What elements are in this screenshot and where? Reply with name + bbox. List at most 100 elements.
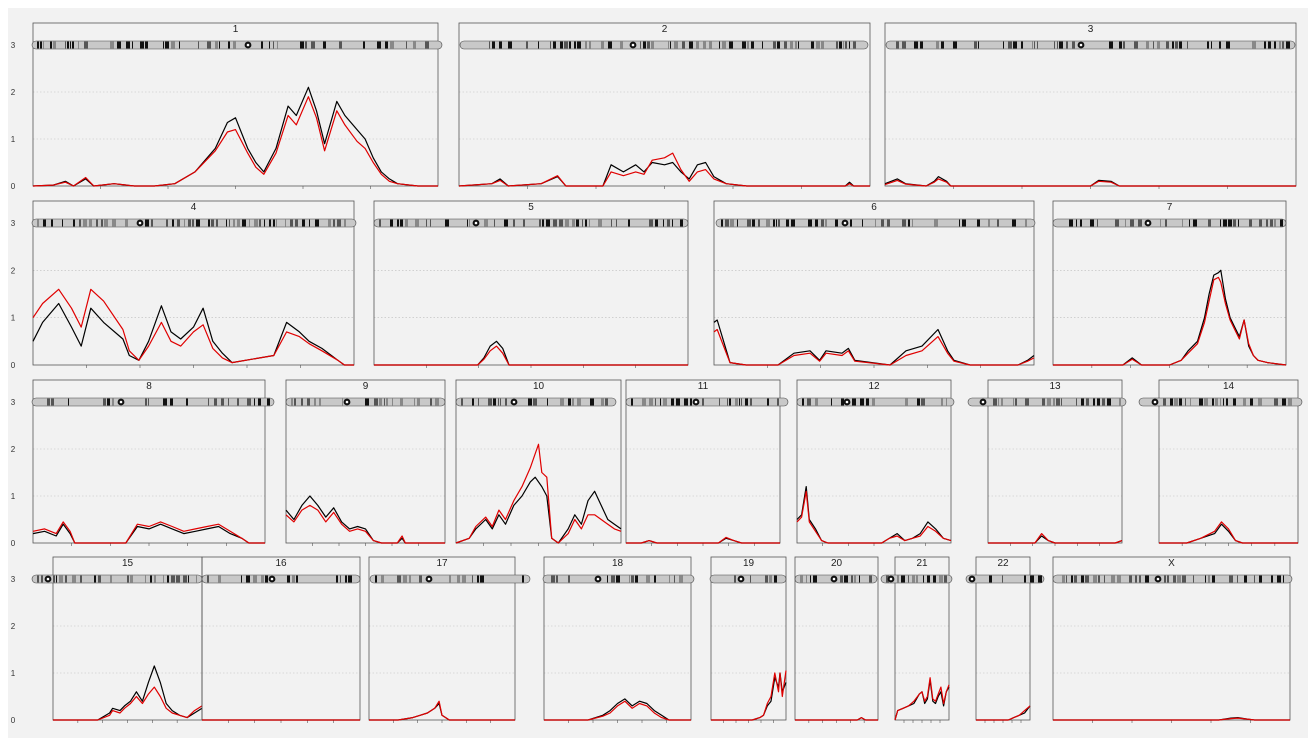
ideogram-band — [689, 41, 693, 49]
ideogram-band — [1271, 575, 1273, 583]
ideogram-band — [978, 41, 979, 49]
ideogram-band — [379, 398, 382, 406]
ideogram-band — [1025, 398, 1029, 406]
y-tick-label: 1 — [11, 492, 16, 501]
ideogram-band — [397, 219, 399, 227]
ideogram-band — [908, 575, 909, 583]
series-black-line — [544, 698, 691, 721]
ideogram-band — [145, 398, 147, 406]
ideogram-band — [565, 219, 569, 227]
ideogram-band — [569, 41, 571, 49]
chromosome-label: 22 — [997, 558, 1009, 569]
ideogram-band — [854, 575, 856, 583]
chromosome-label: 1 — [233, 24, 239, 35]
ideogram-band — [413, 41, 416, 49]
ideogram-band — [1193, 575, 1194, 583]
ideogram-band — [177, 219, 180, 227]
series-black-line — [53, 665, 203, 721]
centromere-core — [46, 577, 50, 581]
chromosome-label: 13 — [1049, 381, 1061, 392]
ideogram-band — [1270, 219, 1273, 227]
ideogram-band — [522, 575, 524, 583]
ideogram-band — [905, 398, 908, 406]
chromosome-label: 14 — [1223, 381, 1235, 392]
ideogram-band — [998, 398, 999, 406]
ideogram-band — [1146, 41, 1149, 49]
ideogram-band — [908, 219, 910, 227]
ideogram-band — [400, 219, 403, 227]
ideogram-band — [40, 41, 42, 49]
ideogram-band — [668, 41, 669, 49]
y-tick-label: 0 — [11, 716, 16, 725]
ideogram-band — [445, 219, 449, 227]
ideogram-band — [1259, 575, 1262, 583]
chromosome-ideogram — [31, 574, 203, 584]
ideogram-band — [68, 398, 69, 406]
chromosome-label: 8 — [146, 381, 152, 392]
ideogram-band — [488, 398, 492, 406]
ideogram-band — [1167, 575, 1169, 583]
chromosome-ideogram — [885, 40, 1296, 50]
ideogram-band — [365, 398, 369, 406]
series-red-line — [374, 345, 688, 366]
ideogram-band — [674, 41, 678, 49]
chromosome-ideogram — [625, 397, 789, 407]
ideogram-band — [1215, 398, 1218, 406]
ideogram-band — [902, 219, 906, 227]
ideogram-band — [663, 219, 664, 227]
ideogram-band — [977, 219, 980, 227]
ideogram-band — [939, 575, 943, 583]
ideogram-band — [166, 219, 168, 227]
ideogram-band — [345, 575, 347, 583]
ideogram-band — [1205, 575, 1206, 583]
ideogram-band — [1282, 41, 1284, 49]
series-red-line — [1053, 717, 1290, 721]
ideogram-band — [1207, 41, 1209, 49]
ideogram-band — [472, 575, 473, 583]
ideogram-band — [808, 219, 812, 227]
ideogram-band — [800, 575, 803, 583]
centromere-core — [246, 43, 250, 47]
ideogram-band — [843, 41, 844, 49]
ideogram-band — [457, 575, 460, 583]
ideogram-band — [1279, 41, 1281, 49]
ideogram-band — [1212, 398, 1214, 406]
ideogram-band — [576, 219, 579, 227]
ideogram-band — [816, 41, 820, 49]
centromere-core — [119, 400, 123, 404]
ideogram-band — [776, 219, 777, 227]
ideogram-band — [1226, 41, 1230, 49]
ideogram-band — [751, 41, 754, 49]
y-tick-label: 1 — [11, 135, 16, 144]
chromosome-ideogram — [715, 218, 1036, 228]
ideogram-band — [254, 398, 255, 406]
ideogram-band — [386, 398, 388, 406]
series-black-line — [711, 672, 787, 721]
ideogram-band — [862, 219, 863, 227]
series-black-line — [988, 535, 1123, 544]
ideogram-band — [96, 219, 98, 227]
ideogram-band — [735, 398, 738, 406]
ideogram-band — [643, 41, 646, 49]
ideogram-band — [1104, 575, 1105, 583]
ideogram-body — [31, 397, 275, 407]
ideogram-band — [377, 41, 381, 49]
ideogram-band — [1066, 41, 1068, 49]
ideogram-band — [629, 575, 630, 583]
centromere-core — [832, 577, 836, 581]
ideogram-band — [70, 41, 71, 49]
ideogram-band — [1165, 219, 1167, 227]
ideogram-band — [690, 398, 692, 406]
ideogram-band — [1220, 219, 1221, 227]
chromosome-label: 2 — [662, 24, 668, 35]
ideogram-band — [1177, 575, 1181, 583]
ideogram-band — [835, 219, 838, 227]
ideogram-band — [56, 575, 57, 583]
chromosome-panel-20: 20 — [794, 556, 879, 723]
centromere-core — [474, 221, 478, 225]
ideogram-band — [73, 219, 75, 227]
ideogram-band — [684, 398, 688, 406]
ideogram-band — [559, 219, 563, 227]
ideogram-band — [556, 575, 558, 583]
ideogram-band — [67, 41, 69, 49]
